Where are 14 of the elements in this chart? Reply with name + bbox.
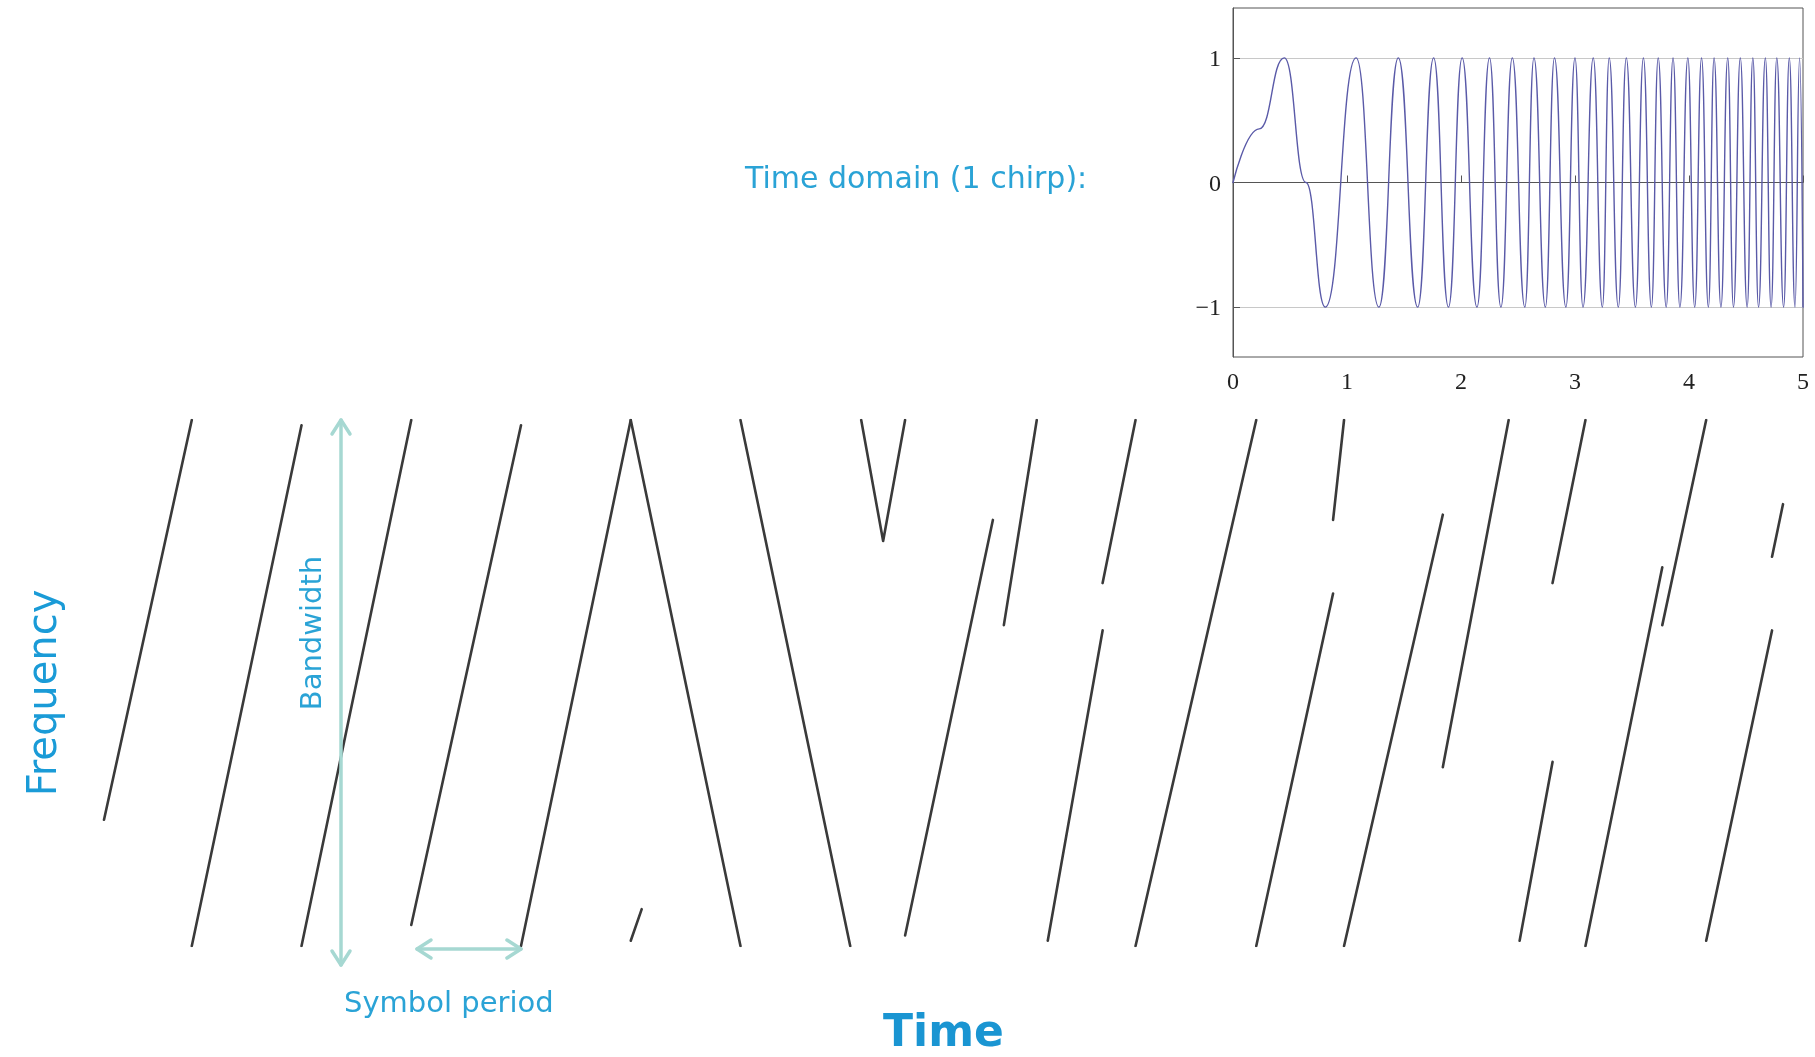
x-tick-label: 1	[1341, 368, 1353, 394]
text: Symbol period	[344, 985, 554, 1019]
y-tick-label: 1	[1209, 44, 1221, 71]
text: Time domain (1 chirp):	[744, 159, 1088, 195]
x-tick-label: 2	[1455, 368, 1467, 394]
y-axis-title: Frequency	[18, 589, 65, 796]
x-tick-label: 4	[1683, 368, 1695, 394]
y-tick-label: −1	[1195, 294, 1221, 321]
x-tick-label: 0	[1227, 368, 1239, 394]
x-tick-label: 3	[1569, 368, 1581, 394]
x-tick-label: 5	[1797, 368, 1809, 394]
annotation: Bandwidth	[294, 555, 329, 710]
y-tick-label: 0	[1209, 169, 1221, 196]
x-axis-title: Time	[883, 1004, 1004, 1056]
